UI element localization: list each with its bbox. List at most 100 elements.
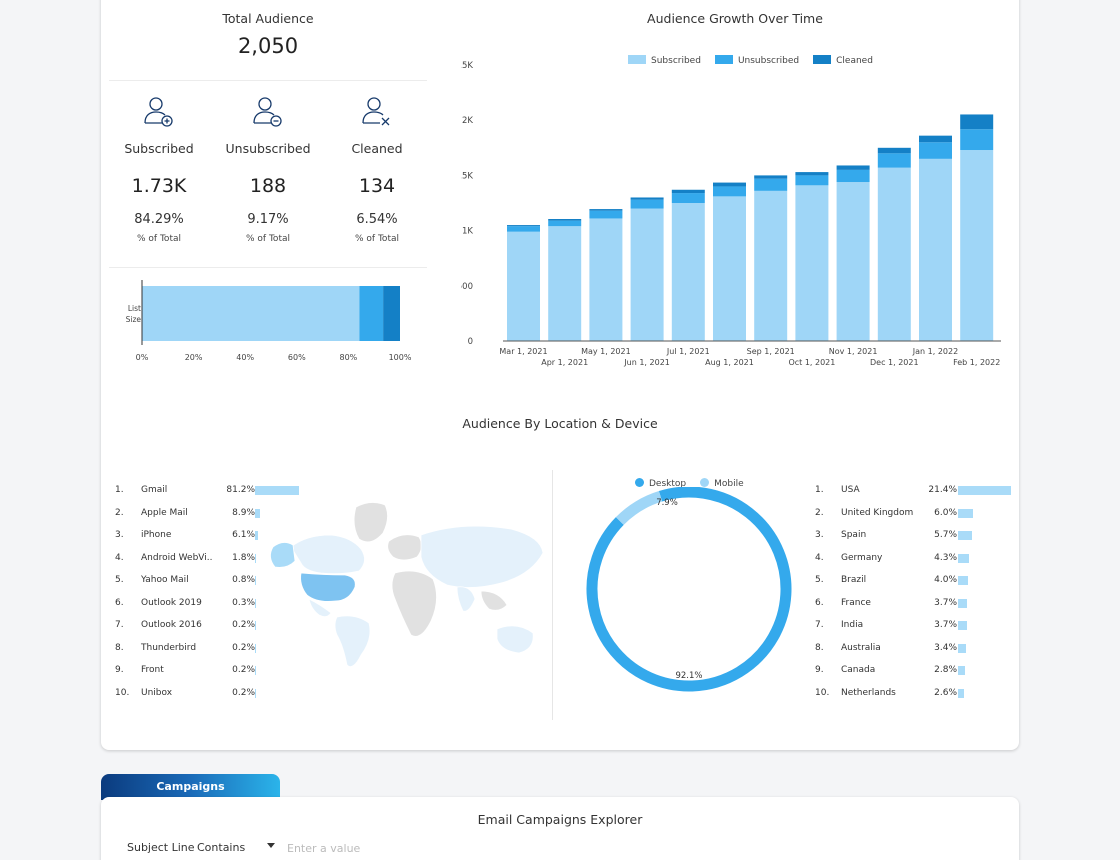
section-divider	[552, 470, 553, 720]
rank-number: 10.	[815, 687, 830, 698]
bar-cleaned	[589, 209, 623, 211]
rank-number: 7.	[115, 620, 124, 630]
list-size-chart: List Size 0% 20% 40% 60% 80% 100%	[126, 280, 412, 362]
bar-subscribed	[671, 203, 705, 341]
list-item[interactable]: 1. USA 21.4%	[815, 485, 1015, 499]
list-item[interactable]: 10. Unibox 0.2%	[115, 688, 305, 702]
x-tick-label: 80%	[340, 353, 358, 362]
filter-operator-select[interactable]: Contains	[197, 841, 246, 854]
total-audience-value: 2,050	[237, 34, 299, 58]
legend-item-cleaned[interactable]: Cleaned	[813, 55, 873, 66]
list-item[interactable]: 3. iPhone 6.1%	[115, 530, 305, 544]
map-usa	[300, 572, 356, 602]
bar-cleaned	[919, 135, 952, 143]
map-australia	[496, 625, 534, 654]
item-percent: 0.8%	[232, 575, 255, 585]
legend-item-desktop[interactable]: Desktop	[635, 478, 686, 489]
map-southeast-asia	[480, 590, 508, 611]
list-item[interactable]: 10. Netherlands 2.6%	[815, 688, 1015, 702]
map-canada	[290, 534, 365, 575]
map-india	[456, 586, 476, 612]
bar-cleaned	[960, 114, 994, 130]
item-percent: 0.2%	[232, 642, 255, 653]
item-name: Gmail	[141, 485, 168, 495]
list-item[interactable]: 9. Front 0.2%	[115, 665, 305, 679]
list-item[interactable]: 2. Apple Mail 8.9%	[115, 508, 305, 522]
list-item[interactable]: 5. Yahoo Mail 0.8%	[115, 575, 305, 589]
item-name: iPhone	[141, 530, 172, 540]
bar-segment-unsubscribed	[359, 286, 384, 341]
growth-legend: Subscribed Unsubscribed Cleaned	[628, 55, 873, 66]
user-remove-icon	[253, 97, 282, 127]
item-bar	[958, 688, 965, 698]
list-item[interactable]: 8. Australia 3.4%	[815, 643, 1015, 657]
item-bar	[958, 553, 969, 563]
legend-item-mobile[interactable]: Mobile	[700, 478, 744, 489]
bar-unsubscribed	[630, 199, 664, 209]
legend-label: Subscribed	[651, 56, 701, 66]
item-percent: 0.2%	[232, 620, 255, 630]
item-percent: 6.0%	[934, 507, 957, 518]
item-name: Thunderbird	[141, 642, 197, 653]
list-item[interactable]: 8. Thunderbird 0.2%	[115, 643, 305, 657]
chevron-down-icon[interactable]	[267, 843, 275, 848]
legend-item-unsubscribed[interactable]: Unsubscribed	[714, 55, 799, 66]
map-greenland	[353, 502, 388, 543]
legend-swatch	[635, 478, 644, 487]
map-europe	[387, 534, 422, 561]
list-item[interactable]: 3. Spain 5.7%	[815, 530, 1015, 544]
bar-subscribed	[919, 158, 952, 341]
tab-campaigns[interactable]: Campaigns	[101, 774, 280, 800]
list-item[interactable]: 2. United Kingdom 6.0%	[815, 508, 1015, 522]
item-percent: 3.7%	[934, 597, 957, 608]
stat-percent-label: % of Total	[246, 234, 290, 244]
item-bar	[958, 621, 968, 630]
y-tick-label: 2K	[462, 116, 473, 126]
legend-label: Mobile	[714, 479, 744, 489]
campaigns-card: Email Campaigns Explorer Subject Line Co…	[101, 797, 1019, 860]
list-item[interactable]: 5. Brazil 4.0%	[815, 575, 1015, 589]
list-item[interactable]: 4. Android WebVi.. 1.8%	[115, 553, 305, 567]
legend-label: Desktop	[649, 479, 687, 489]
bar-cleaned	[795, 172, 829, 176]
rank-number: 9.	[115, 665, 124, 675]
device-legend: Desktop Mobile	[635, 478, 744, 489]
bar-subscribed	[795, 185, 829, 341]
filter-value-input[interactable]	[287, 839, 447, 857]
rank-number: 1.	[815, 485, 824, 495]
x-tick-label: Aug 1, 2021	[705, 358, 754, 367]
bar-unsubscribed	[836, 169, 870, 183]
list-item[interactable]: 4. Germany 4.3%	[815, 553, 1015, 567]
item-name: Germany	[841, 552, 883, 563]
stat-label: Subscribed	[124, 141, 194, 156]
bar-subscribed	[630, 208, 664, 341]
stat-percent: 6.54%	[356, 212, 398, 227]
item-bar	[255, 621, 256, 630]
item-percent: 4.0%	[934, 575, 957, 585]
item-bar	[255, 486, 299, 495]
list-item[interactable]: 6. France 3.7%	[815, 598, 1015, 612]
total-audience-title: Total Audience	[222, 11, 314, 26]
list-item[interactable]: 9. Canada 2.8%	[815, 665, 1015, 679]
list-item[interactable]: 7. Outlook 2016 0.2%	[115, 620, 305, 634]
list-item[interactable]: 1. Gmail 81.2%	[115, 485, 305, 499]
list-item[interactable]: 6. Outlook 2019 0.3%	[115, 598, 305, 612]
data-label: 92.1%	[675, 671, 702, 681]
legend-item-subscribed[interactable]: Subscribed	[628, 55, 701, 66]
list-item[interactable]: 7. India 3.7%	[815, 620, 1015, 634]
y-tick-label: 1K	[462, 227, 473, 237]
bar-cleaned	[548, 219, 582, 221]
stat-percent: 84.29%	[134, 212, 184, 227]
x-tick-label: Mar 1, 2021	[499, 347, 547, 356]
item-percent: 8.9%	[232, 507, 255, 518]
x-tick-label: 40%	[236, 353, 254, 362]
item-percent: 3.4%	[934, 642, 957, 653]
map-mexico	[308, 598, 332, 617]
user-add-icon	[144, 97, 173, 127]
stat-cleaned: Cleaned 134 6.54% % of Total	[322, 95, 432, 244]
item-bar	[958, 643, 967, 653]
y-tick-label: 0	[468, 337, 473, 347]
rank-number: 4.	[115, 552, 124, 563]
x-tick-label: Jun 1, 2021	[623, 358, 670, 367]
x-tick-label: 100%	[389, 353, 412, 362]
